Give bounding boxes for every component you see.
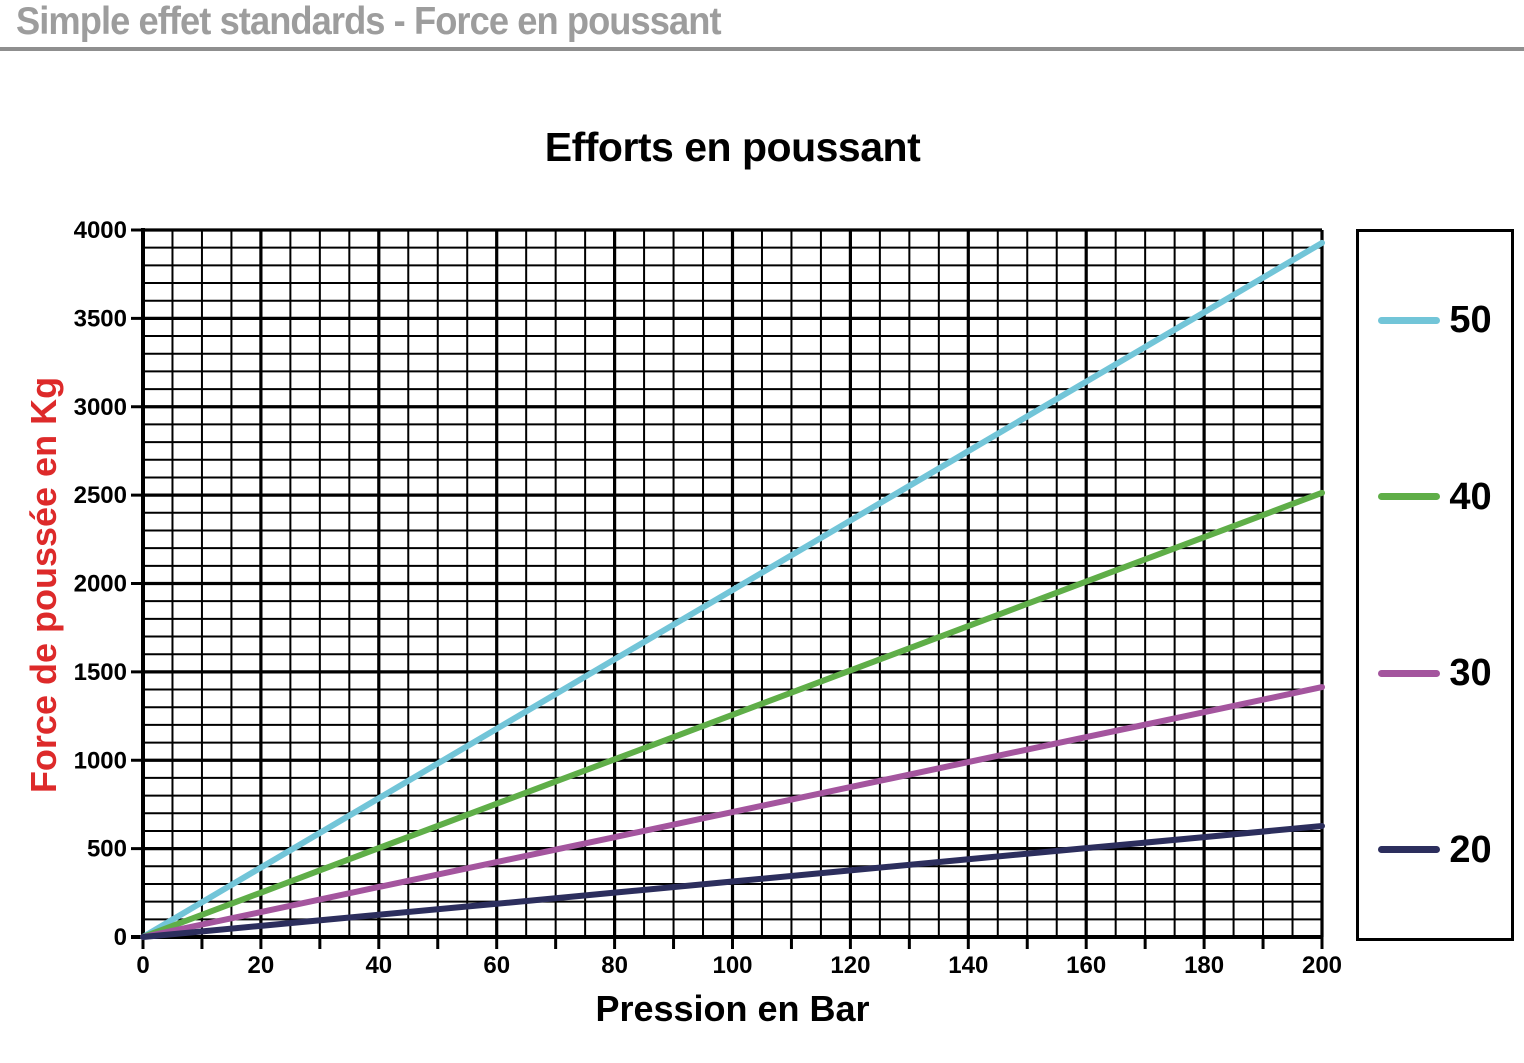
x-tick-label: 140 <box>948 952 988 979</box>
legend-label: 40 <box>1449 475 1492 518</box>
x-tick-label: 60 <box>483 952 510 979</box>
y-tick-label: 3000 <box>74 394 127 421</box>
legend-line-icon <box>1378 316 1441 324</box>
page-title: Simple effet standards - Force en poussa… <box>16 0 722 43</box>
y-axis-tick-labels: 0 500 1000 1500 2000 2500 3000 3500 4000 <box>74 217 127 951</box>
series-line-20 <box>140 823 1325 940</box>
legend-label: 20 <box>1449 828 1492 871</box>
x-axis-title: Pression en Bar <box>595 988 870 1029</box>
y-tick-label: 1000 <box>74 747 127 774</box>
y-tick-label: 2000 <box>74 571 127 598</box>
series-lines <box>140 239 1325 940</box>
header-underline <box>0 47 1524 51</box>
legend-entry-20: 20 <box>1378 828 1492 871</box>
series-line-50 <box>140 239 1325 940</box>
legend-line-icon <box>1378 846 1441 854</box>
x-tick-label: 80 <box>601 952 628 979</box>
y-tick-label: 500 <box>87 836 127 863</box>
legend-label: 50 <box>1449 299 1492 342</box>
legend-label: 30 <box>1449 652 1492 695</box>
y-tick-label: 3500 <box>74 305 127 332</box>
y-tick-label: 0 <box>114 924 127 951</box>
y-tick-label: 4000 <box>74 217 127 244</box>
x-tick-label: 100 <box>712 952 752 979</box>
legend-entry-30: 30 <box>1378 652 1492 695</box>
series-line-40 <box>140 489 1325 940</box>
x-tick-label: 120 <box>830 952 870 979</box>
x-tick-label: 200 <box>1302 952 1342 979</box>
chart-title: Efforts en poussant <box>544 124 921 170</box>
x-tick-label: 20 <box>248 952 275 979</box>
x-tick-label: 40 <box>365 952 392 979</box>
legend-line-icon <box>1378 493 1441 501</box>
legend-entry-50: 50 <box>1378 299 1492 342</box>
legend-entry-40: 40 <box>1378 475 1492 518</box>
y-tick-label: 2500 <box>74 482 127 509</box>
y-tick-label: 1500 <box>74 659 127 686</box>
x-tick-label: 160 <box>1066 952 1106 979</box>
x-tick-label: 180 <box>1184 952 1224 979</box>
x-axis-tick-labels: 0 20 40 60 80 100 120 140 160 180 200 <box>136 952 1342 979</box>
legend-line-icon <box>1378 669 1441 677</box>
chart-legend: 50 40 30 20 <box>1356 229 1514 941</box>
tick-marks <box>131 228 1324 949</box>
x-tick-label: 0 <box>136 952 149 979</box>
series-line-30 <box>140 684 1325 940</box>
